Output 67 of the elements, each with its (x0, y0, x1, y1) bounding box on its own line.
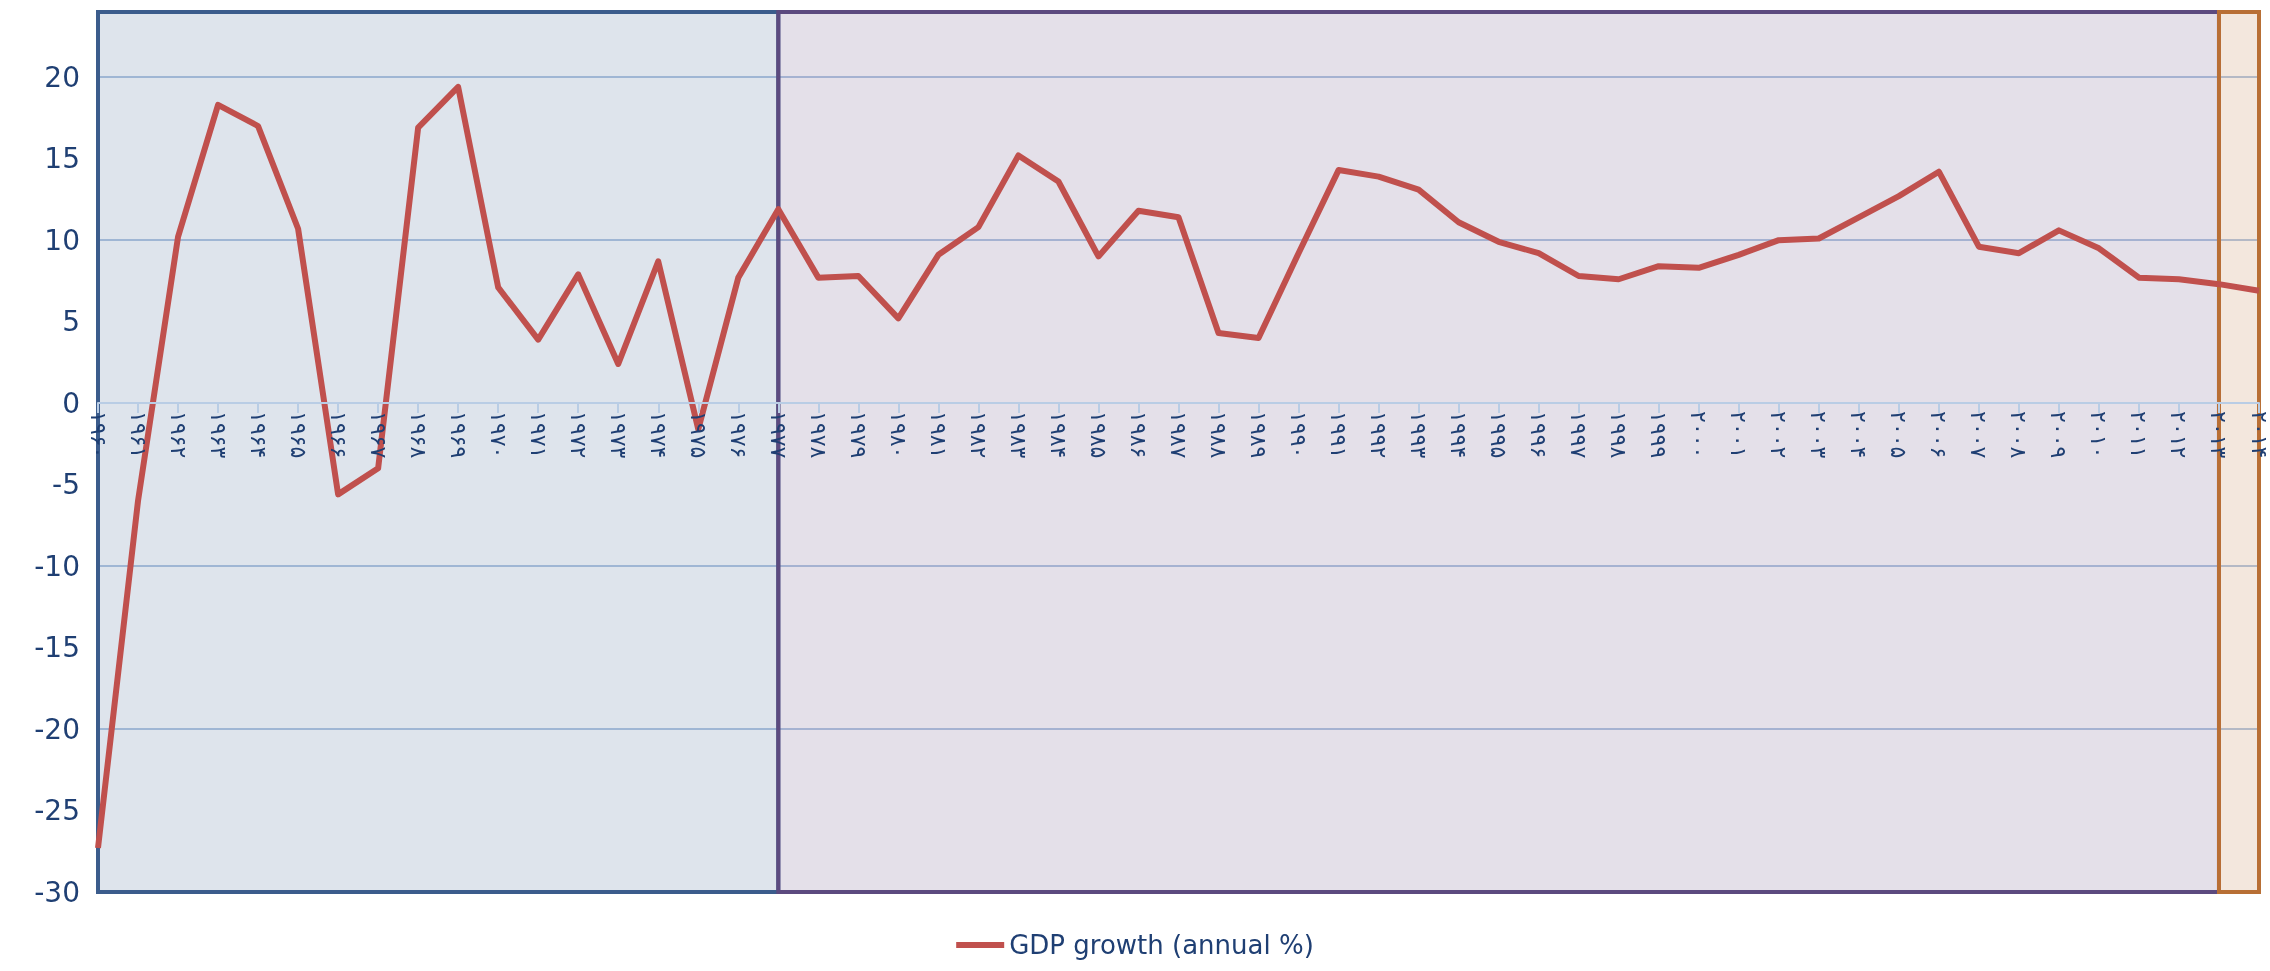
x-tick-label: ۲۰۰۴ (1846, 411, 1872, 459)
x-tick-label: ۱۹۸۱ (925, 411, 951, 459)
x-tick-label: ۲۰۱۰ (2086, 411, 2112, 459)
x-tick-label: ۲۰۱۳ (2206, 411, 2232, 459)
x-tick-label: ۲۰۰۰ (1686, 411, 1712, 459)
y-tick-label: -5 (52, 468, 80, 502)
x-tick-label: ۱۹۷۶ (725, 411, 751, 459)
x-tick-label: ۱۹۶۱ (125, 411, 151, 459)
x-tick-label: ۱۹۶۴ (245, 411, 271, 459)
x-tick-label: ۲۰۱۴ (2246, 411, 2270, 459)
x-tick-label: ۱۹۷۷ (765, 411, 791, 459)
x-tick-label: ۲۰۰۷ (1966, 411, 1992, 459)
y-tick-label: -10 (34, 549, 80, 583)
x-tick-label: ۱۹۸۴ (1045, 411, 1071, 459)
x-tick-label: ۱۹۶۸ (405, 411, 431, 459)
y-tick-label: 15 (44, 142, 80, 176)
x-tick-label: ۱۹۷۵ (685, 411, 711, 459)
x-tick-label: ۱۹۶۵ (285, 411, 311, 459)
x-tick-label: ۱۹۸۵ (1085, 411, 1111, 459)
y-tick-label: -25 (34, 794, 80, 828)
x-tick-label: ۱۹۹۸ (1606, 411, 1632, 459)
x-tick-label: ۱۹۸۳ (1005, 411, 1031, 459)
x-tick-label: ۱۹۷۸ (805, 411, 831, 459)
x-tick-label: ۲۰۰۶ (1926, 411, 1952, 459)
x-tick-label: ۱۹۶۳ (205, 411, 231, 459)
x-tick-label: ۱۹۹۷ (1566, 411, 1592, 459)
x-tick-label: ۱۹۹۶ (1526, 411, 1552, 459)
x-tick-label: ۱۹۹۱ (1326, 411, 1352, 459)
x-tick-label: ۱۹۸۸ (1206, 411, 1232, 459)
x-tick-label: ۱۹۹۲ (1366, 411, 1392, 459)
y-tick-label: -20 (34, 712, 80, 746)
x-tick-label: ۲۰۰۵ (1886, 411, 1912, 459)
x-tick-label: ۱۹۸۶ (1125, 411, 1151, 459)
x-tick-label: ۱۹۷۱ (525, 411, 551, 459)
y-tick-label: -30 (34, 875, 80, 909)
legend-label: GDP growth (annual %) (1009, 930, 1314, 960)
x-tick-label: ۱۹۷۴ (645, 411, 671, 459)
x-tick-label: ۱۹۶۷ (365, 411, 391, 459)
x-tick-label: ۱۹۹۰ (1286, 411, 1312, 459)
x-tick-label: ۱۹۷۰ (485, 411, 511, 459)
x-tick-label: ۲۰۱۱ (2126, 411, 2152, 459)
x-tick-label: ۲۰۰۳ (1806, 411, 1832, 459)
x-tick-label: ۱۹۸۹ (1246, 411, 1272, 459)
x-tick-label: ۲۰۰۹ (2046, 411, 2072, 459)
x-tick-label: ۱۹۶۶ (325, 411, 351, 459)
x-tick-label: ۱۹۷۳ (605, 411, 631, 459)
x-tick-label: ۱۹۸۷ (1166, 411, 1191, 459)
x-tick-label: ۱۹۹۳ (1406, 411, 1432, 459)
y-tick-label: 10 (44, 223, 80, 257)
x-tick-label: ۲۰۰۱ (1726, 411, 1752, 459)
y-tick-label: 20 (44, 60, 80, 94)
x-tick-label: ۲۰۱۲ (2166, 411, 2192, 459)
x-tick-label: ۱۹۶۹ (445, 411, 471, 459)
y-tick-label: 5 (62, 305, 80, 339)
x-tick-label: ۱۹۶۲ (165, 411, 191, 459)
y-tick-label: -15 (34, 631, 80, 665)
x-tick-label: ۱۹۸۰ (885, 411, 911, 459)
x-tick-label: ۱۹۹۴ (1446, 411, 1472, 459)
x-tick-label: ۱۹۶۰ (85, 411, 111, 459)
x-tick-label: ۱۹۹۹ (1646, 411, 1672, 459)
x-tick-label: ۱۹۷۹ (845, 411, 871, 459)
x-tick-label: ۱۹۷۲ (565, 411, 591, 459)
x-tick-label: ۲۰۰۸ (2006, 411, 2032, 459)
x-tick-label: ۱۹۸۲ (965, 411, 991, 459)
y-tick-label: 0 (62, 386, 80, 420)
x-tick-label: ۱۹۹۵ (1486, 411, 1512, 459)
x-tick-label: ۲۰۰۲ (1766, 411, 1792, 459)
